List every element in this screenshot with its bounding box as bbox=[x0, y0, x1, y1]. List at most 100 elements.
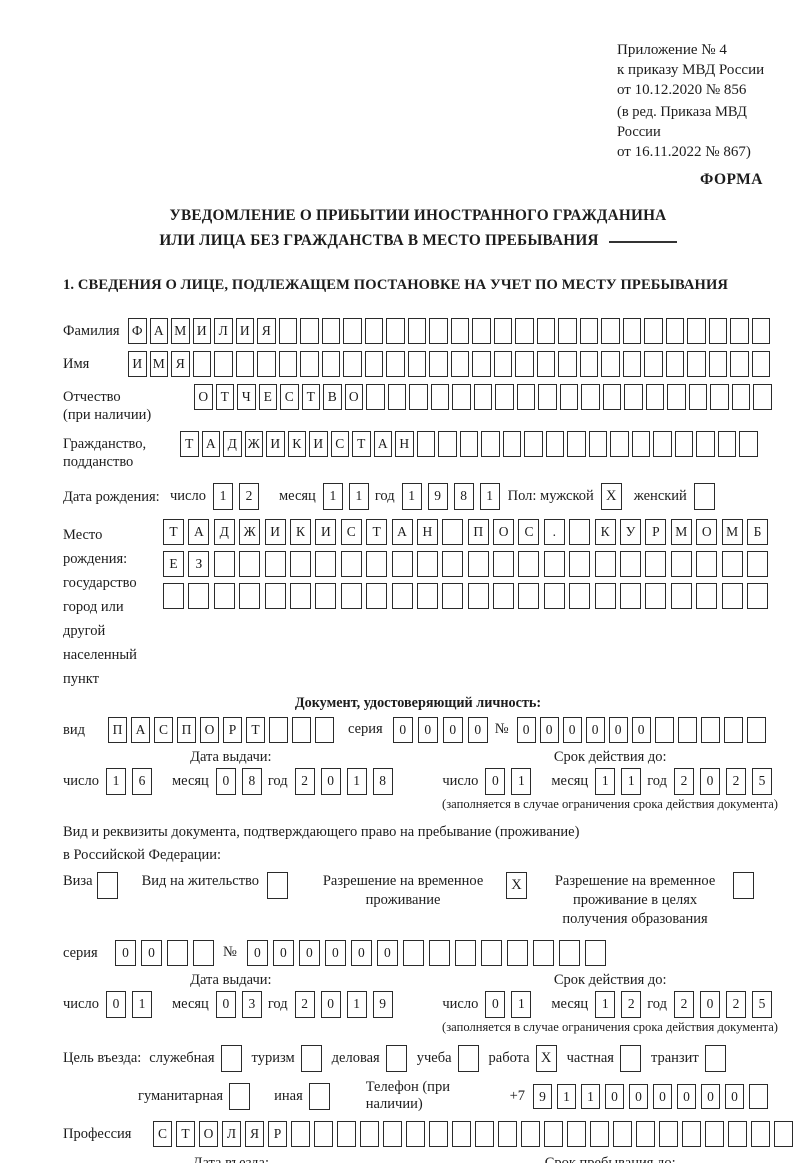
char-cell[interactable]: 2 bbox=[726, 768, 746, 795]
char-cell[interactable]: 5 bbox=[752, 768, 772, 795]
sex-male-checkbox[interactable]: X bbox=[600, 483, 622, 510]
char-cell[interactable]: С bbox=[153, 1121, 172, 1147]
char-cell[interactable] bbox=[730, 318, 749, 344]
char-cell[interactable] bbox=[622, 318, 641, 344]
char-cell[interactable] bbox=[518, 551, 540, 577]
char-cell[interactable]: 2 bbox=[294, 991, 315, 1018]
char-cell[interactable]: 0 bbox=[700, 991, 720, 1018]
char-cell[interactable] bbox=[472, 351, 491, 377]
char-cell[interactable]: 6 bbox=[131, 768, 152, 795]
char-cell[interactable] bbox=[239, 583, 261, 609]
char-cell[interactable]: С bbox=[340, 519, 362, 545]
char-cell[interactable]: 9 bbox=[533, 1083, 552, 1109]
purpose-work-checkbox[interactable]: X bbox=[535, 1045, 557, 1072]
char-cell[interactable] bbox=[264, 551, 286, 577]
char-cell[interactable] bbox=[493, 583, 515, 609]
char-cell[interactable] bbox=[579, 351, 598, 377]
char-cell[interactable]: К bbox=[289, 519, 311, 545]
char-cell[interactable] bbox=[340, 583, 362, 609]
char-cell[interactable] bbox=[315, 716, 334, 743]
char-cell[interactable]: 1 bbox=[479, 483, 500, 510]
char-cell[interactable]: 1 bbox=[511, 768, 532, 795]
char-cell[interactable] bbox=[753, 384, 772, 410]
char-cell[interactable]: Е bbox=[163, 551, 184, 577]
char-cell[interactable] bbox=[536, 318, 555, 344]
char-cell[interactable] bbox=[665, 318, 684, 344]
char-cell[interactable] bbox=[452, 1121, 471, 1147]
char-cell[interactable]: Т bbox=[215, 384, 234, 410]
char-cell[interactable] bbox=[493, 351, 512, 377]
char-cell[interactable]: 0 bbox=[215, 768, 236, 795]
char-cell[interactable]: А bbox=[391, 519, 413, 545]
char-cell[interactable]: 0 bbox=[105, 991, 126, 1018]
char-cell[interactable] bbox=[670, 551, 692, 577]
char-cell[interactable]: 0 bbox=[298, 939, 320, 966]
char-cell[interactable] bbox=[710, 384, 729, 410]
char-cell[interactable] bbox=[521, 1121, 540, 1147]
char-cell[interactable]: О bbox=[493, 519, 515, 545]
char-cell[interactable] bbox=[659, 1121, 678, 1147]
char-cell[interactable] bbox=[749, 1083, 768, 1109]
char-cell[interactable]: К bbox=[287, 431, 306, 457]
char-cell[interactable] bbox=[406, 1121, 425, 1147]
char-cell[interactable]: Т bbox=[176, 1121, 195, 1147]
char-cell[interactable]: 0 bbox=[701, 1083, 720, 1109]
char-cell[interactable] bbox=[480, 939, 502, 966]
temp-residence-checkbox[interactable]: X bbox=[506, 872, 528, 899]
char-cell[interactable]: М bbox=[171, 318, 190, 344]
char-cell[interactable] bbox=[746, 716, 766, 743]
char-cell[interactable]: 9 bbox=[372, 991, 393, 1018]
char-cell[interactable] bbox=[454, 939, 476, 966]
char-cell[interactable]: Е bbox=[258, 384, 277, 410]
char-cell[interactable] bbox=[544, 1121, 563, 1147]
char-cell[interactable]: 1 bbox=[105, 768, 126, 795]
char-cell[interactable]: И bbox=[235, 318, 254, 344]
char-cell[interactable] bbox=[321, 318, 340, 344]
char-cell[interactable]: 1 bbox=[131, 991, 152, 1018]
char-cell[interactable]: 0 bbox=[485, 768, 506, 795]
char-cell[interactable] bbox=[620, 551, 642, 577]
char-cell[interactable]: Т bbox=[246, 716, 265, 743]
char-cell[interactable] bbox=[751, 318, 770, 344]
char-cell[interactable]: Ж bbox=[244, 431, 263, 457]
char-cell[interactable] bbox=[366, 384, 385, 410]
char-cell[interactable]: 0 bbox=[141, 939, 162, 966]
char-cell[interactable] bbox=[515, 318, 534, 344]
char-cell[interactable] bbox=[163, 583, 184, 609]
char-cell[interactable] bbox=[674, 431, 693, 457]
char-cell[interactable]: Ч bbox=[237, 384, 256, 410]
char-cell[interactable]: Л bbox=[222, 1121, 241, 1147]
char-cell[interactable]: 0 bbox=[629, 1083, 648, 1109]
char-cell[interactable]: Р bbox=[223, 716, 242, 743]
char-cell[interactable] bbox=[386, 351, 405, 377]
char-cell[interactable] bbox=[235, 351, 254, 377]
char-cell[interactable] bbox=[428, 939, 450, 966]
char-cell[interactable]: И bbox=[128, 351, 147, 377]
char-cell[interactable]: 8 bbox=[372, 768, 393, 795]
char-cell[interactable] bbox=[739, 431, 758, 457]
char-cell[interactable]: 0 bbox=[585, 716, 605, 743]
char-cell[interactable]: 8 bbox=[241, 768, 262, 795]
char-cell[interactable]: И bbox=[315, 519, 337, 545]
char-cell[interactable] bbox=[366, 551, 388, 577]
char-cell[interactable] bbox=[731, 384, 750, 410]
char-cell[interactable] bbox=[751, 1121, 770, 1147]
char-cell[interactable] bbox=[631, 431, 650, 457]
char-cell[interactable]: О bbox=[194, 384, 213, 410]
char-cell[interactable]: 0 bbox=[700, 768, 720, 795]
char-cell[interactable]: 0 bbox=[246, 939, 268, 966]
char-cell[interactable]: М bbox=[670, 519, 692, 545]
char-cell[interactable]: К bbox=[594, 519, 616, 545]
char-cell[interactable] bbox=[774, 1121, 793, 1147]
char-cell[interactable] bbox=[450, 351, 469, 377]
char-cell[interactable] bbox=[601, 351, 620, 377]
char-cell[interactable]: 1 bbox=[348, 483, 369, 510]
char-cell[interactable] bbox=[402, 939, 424, 966]
char-cell[interactable] bbox=[728, 1121, 747, 1147]
char-cell[interactable] bbox=[193, 939, 214, 966]
char-cell[interactable]: Т bbox=[163, 519, 184, 545]
char-cell[interactable] bbox=[730, 351, 749, 377]
char-cell[interactable] bbox=[300, 318, 319, 344]
char-cell[interactable] bbox=[687, 318, 706, 344]
char-cell[interactable] bbox=[682, 1121, 701, 1147]
